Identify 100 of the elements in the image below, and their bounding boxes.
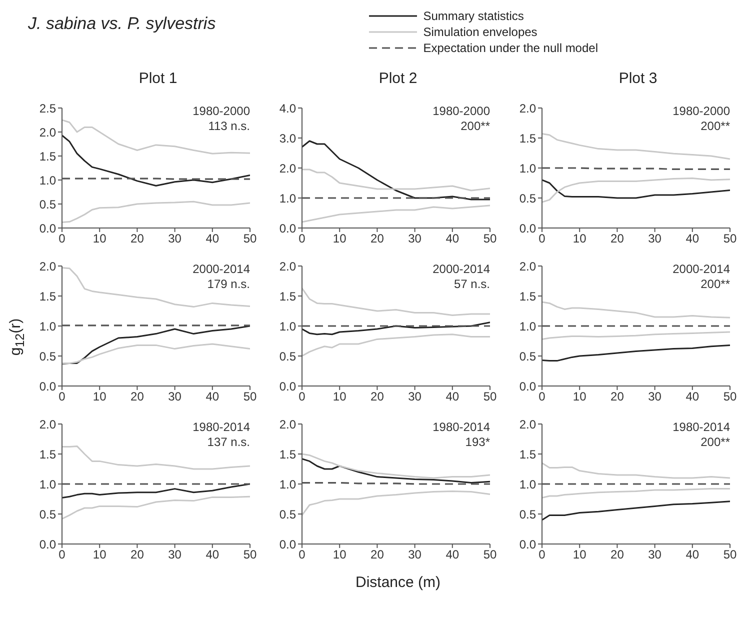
x-tick-label: 10 (332, 232, 347, 246)
x-tick-label: 0 (298, 548, 306, 562)
line-series (302, 453, 490, 479)
x-tick-label: 10 (572, 232, 587, 246)
y-tick-label: 0.5 (519, 191, 536, 206)
x-tick-label: 20 (610, 548, 624, 562)
y-tick-label: 2.0 (39, 417, 56, 432)
annotation: 200** (700, 119, 730, 134)
x-tick-label: 40 (686, 390, 700, 404)
y-tick-label: 1.5 (39, 289, 56, 304)
x-tick-label: 40 (446, 548, 460, 562)
x-tick-label: 50 (483, 548, 497, 562)
line-series (542, 488, 730, 499)
y-tick-label: 0.5 (39, 507, 56, 522)
x-tick-label: 10 (572, 390, 587, 404)
y-tick-label: 0.5 (519, 507, 536, 522)
annotation: 2000-2014 (432, 262, 490, 277)
x-tick-label: 0 (538, 548, 546, 562)
line-series (302, 287, 490, 316)
annotation: 200** (700, 277, 730, 292)
x-tick-label: 50 (243, 548, 257, 562)
annotation: 200** (460, 119, 490, 134)
x-tick-label: 30 (408, 232, 422, 246)
line-series (62, 496, 250, 520)
legend-label: Expectation under the null model (423, 41, 598, 55)
y-tick-label: 0.0 (279, 221, 296, 236)
y-tick-label: 2.0 (279, 259, 296, 274)
x-tick-label: 50 (243, 390, 257, 404)
annotation: 1980-2014 (672, 420, 730, 435)
line-series (542, 500, 730, 521)
annotation: 1980-2014 (192, 420, 250, 435)
y-tick-label: 1.5 (39, 447, 56, 462)
y-tick-label: 2.0 (519, 417, 536, 432)
x-tick-label: 20 (130, 390, 144, 404)
x-tick-label: 50 (243, 232, 257, 246)
x-tick-label: 0 (298, 390, 306, 404)
y-tick-label: 1.0 (39, 319, 56, 334)
y-tick-label: 0.0 (39, 379, 56, 394)
legend-label: Simulation envelopes (423, 25, 538, 39)
line-series (302, 490, 490, 516)
line-series (302, 334, 490, 357)
x-tick-label: 40 (206, 548, 220, 562)
x-tick-label: 40 (686, 232, 700, 246)
line-series (542, 179, 730, 199)
y-tick-label: 1.0 (279, 319, 296, 334)
x-tick-label: 50 (483, 390, 497, 404)
annotation: 2000-2014 (192, 262, 250, 277)
annotation: 193* (464, 435, 490, 450)
legend-label: Summary statistics (423, 9, 524, 23)
y-tick-label: 4.0 (279, 101, 296, 116)
y-tick-label: 2.0 (519, 259, 536, 274)
y-tick-label: 0.0 (519, 221, 536, 236)
y-tick-label: 0.5 (279, 349, 296, 364)
y-tick-label: 2.0 (39, 125, 56, 140)
x-tick-label: 20 (370, 232, 384, 246)
y-tick-label: 2.0 (279, 417, 296, 432)
chart-title: Plot 1 (138, 70, 178, 87)
y-tick-label: 1.5 (279, 289, 296, 304)
y-tick-label: 2.0 (519, 101, 536, 116)
line-series (302, 322, 490, 336)
x-tick-label: 10 (92, 390, 107, 404)
x-tick-label: 0 (298, 232, 306, 246)
y-tick-label: 0.5 (39, 349, 56, 364)
y-tick-label: 0.0 (519, 537, 536, 552)
y-tick-label: 0.0 (39, 221, 56, 236)
line-series (542, 177, 730, 203)
x-tick-label: 20 (370, 390, 384, 404)
x-tick-label: 20 (610, 232, 624, 246)
x-tick-label: 20 (130, 232, 144, 246)
x-tick-label: 30 (648, 232, 662, 246)
x-tick-label: 0 (58, 232, 66, 246)
x-tick-label: 30 (408, 548, 422, 562)
line-series (542, 462, 730, 479)
y-tick-label: 0.5 (279, 507, 296, 522)
x-tick-label: 50 (483, 232, 497, 246)
y-tick-label: 1.0 (519, 477, 536, 492)
x-tick-label: 0 (58, 548, 66, 562)
chart-title: Plot 3 (618, 70, 658, 87)
y-tick-label: 2.0 (39, 259, 56, 274)
y-tick-label: 0.0 (279, 379, 296, 394)
y-tick-label: 1.5 (279, 447, 296, 462)
y-tick-label: 0.0 (39, 537, 56, 552)
y-tick-label: 1.5 (519, 447, 536, 462)
x-tick-label: 0 (538, 390, 546, 404)
y-tick-label: 1.5 (519, 131, 536, 146)
x-tick-label: 40 (206, 390, 220, 404)
x-tick-label: 40 (206, 232, 220, 246)
line-series (542, 301, 730, 318)
annotation: 179 n.s. (206, 277, 250, 292)
line-series (302, 168, 490, 192)
line-series (62, 119, 250, 154)
line-series (542, 344, 730, 362)
x-tick-label: 10 (332, 548, 347, 562)
annotation: 1980-2014 (432, 420, 490, 435)
x-tick-label: 50 (723, 390, 737, 404)
x-tick-label: 30 (648, 390, 662, 404)
x-tick-label: 30 (168, 390, 182, 404)
annotation: 1980-2000 (672, 104, 730, 119)
annotation: 137 n.s. (206, 435, 250, 450)
annotation: 1980-2000 (192, 104, 250, 119)
